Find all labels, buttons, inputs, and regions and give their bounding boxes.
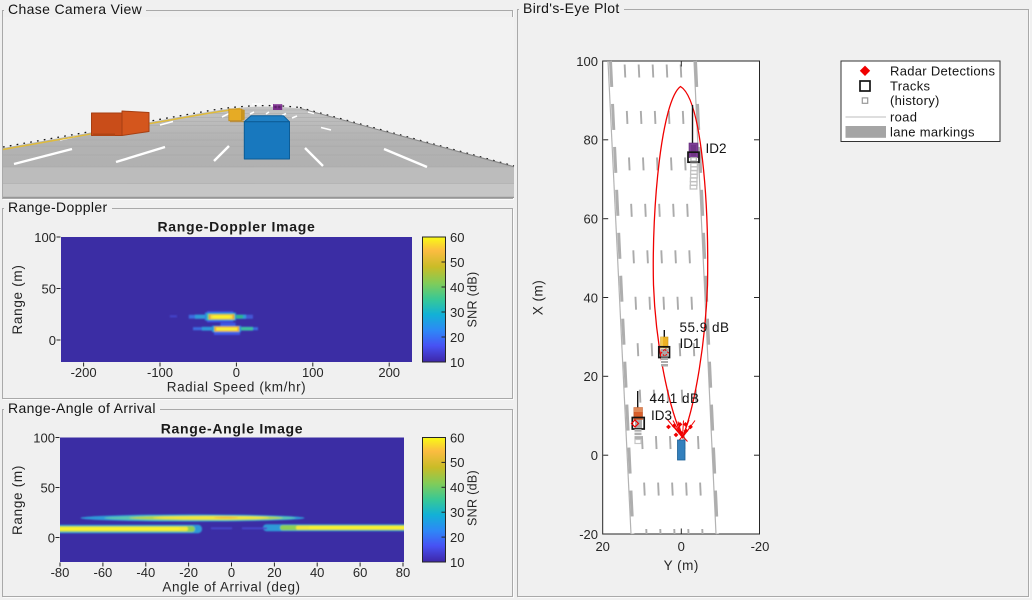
svg-text:ID3: ID3 bbox=[651, 408, 672, 423]
svg-text:-80: -80 bbox=[51, 565, 70, 580]
svg-text:-200: -200 bbox=[71, 365, 97, 380]
svg-text:X (m): X (m) bbox=[531, 280, 546, 316]
svg-text:60: 60 bbox=[353, 565, 367, 580]
svg-text:-100: -100 bbox=[147, 365, 173, 380]
svg-text:0: 0 bbox=[48, 530, 55, 545]
svg-text:40: 40 bbox=[310, 565, 324, 580]
svg-text:30: 30 bbox=[450, 305, 464, 320]
svg-text:10: 10 bbox=[450, 355, 464, 370]
svg-text:55.9 dB: 55.9 dB bbox=[680, 320, 730, 335]
svg-text:-20: -20 bbox=[579, 527, 598, 542]
svg-text:Radar Detections: Radar Detections bbox=[890, 63, 995, 78]
svg-text:Angle of Arrival (deg): Angle of Arrival (deg) bbox=[162, 580, 300, 595]
svg-text:40: 40 bbox=[450, 280, 464, 295]
svg-text:60: 60 bbox=[584, 212, 598, 227]
svg-text:50: 50 bbox=[42, 281, 56, 296]
svg-text:44.1 dB: 44.1 dB bbox=[650, 391, 700, 406]
svg-text:50: 50 bbox=[450, 255, 464, 270]
svg-text:40: 40 bbox=[450, 480, 464, 495]
svg-text:Range-Doppler Image: Range-Doppler Image bbox=[158, 219, 316, 235]
svg-text:200: 200 bbox=[378, 365, 400, 380]
svg-text:20: 20 bbox=[584, 369, 598, 384]
svg-text:Radial Speed (km/hr): Radial Speed (km/hr) bbox=[167, 380, 307, 395]
svg-text:20: 20 bbox=[595, 539, 609, 554]
svg-text:20: 20 bbox=[450, 330, 464, 345]
svg-text:0: 0 bbox=[233, 365, 240, 380]
svg-text:20: 20 bbox=[450, 530, 464, 545]
svg-text:0: 0 bbox=[228, 565, 235, 580]
svg-text:SNR (dB): SNR (dB) bbox=[466, 272, 480, 328]
svg-text:Range (m): Range (m) bbox=[10, 264, 25, 334]
svg-text:-20: -20 bbox=[179, 565, 198, 580]
svg-text:100: 100 bbox=[302, 365, 324, 380]
svg-text:100: 100 bbox=[576, 54, 598, 69]
svg-text:60: 60 bbox=[450, 230, 464, 245]
svg-text:80: 80 bbox=[584, 133, 598, 148]
svg-text:40: 40 bbox=[584, 290, 598, 305]
svg-text:10: 10 bbox=[450, 555, 464, 570]
svg-text:100: 100 bbox=[33, 430, 55, 445]
svg-text:20: 20 bbox=[267, 565, 281, 580]
svg-text:Range (m): Range (m) bbox=[10, 465, 25, 535]
svg-text:0: 0 bbox=[49, 333, 56, 348]
svg-text:50: 50 bbox=[450, 455, 464, 470]
svg-text:ID1: ID1 bbox=[680, 336, 701, 351]
svg-text:Range-Angle Image: Range-Angle Image bbox=[161, 421, 304, 437]
svg-text:lane markings: lane markings bbox=[890, 124, 975, 139]
svg-text:80: 80 bbox=[396, 565, 410, 580]
svg-text:ID2: ID2 bbox=[706, 141, 727, 156]
svg-text:100: 100 bbox=[34, 230, 56, 245]
svg-text:-20: -20 bbox=[751, 539, 770, 554]
svg-text:Tracks: Tracks bbox=[890, 79, 931, 94]
svg-text:0: 0 bbox=[591, 448, 598, 463]
svg-text:-40: -40 bbox=[136, 565, 155, 580]
svg-text:30: 30 bbox=[450, 505, 464, 520]
svg-text:road: road bbox=[890, 110, 917, 125]
svg-text:60: 60 bbox=[450, 430, 464, 445]
svg-text:SNR (dB): SNR (dB) bbox=[466, 470, 480, 526]
svg-text:50: 50 bbox=[41, 480, 55, 495]
svg-text:Y (m): Y (m) bbox=[664, 558, 699, 573]
svg-text:0: 0 bbox=[678, 539, 685, 554]
svg-text:-60: -60 bbox=[94, 565, 113, 580]
svg-text:(history): (history) bbox=[890, 93, 940, 108]
